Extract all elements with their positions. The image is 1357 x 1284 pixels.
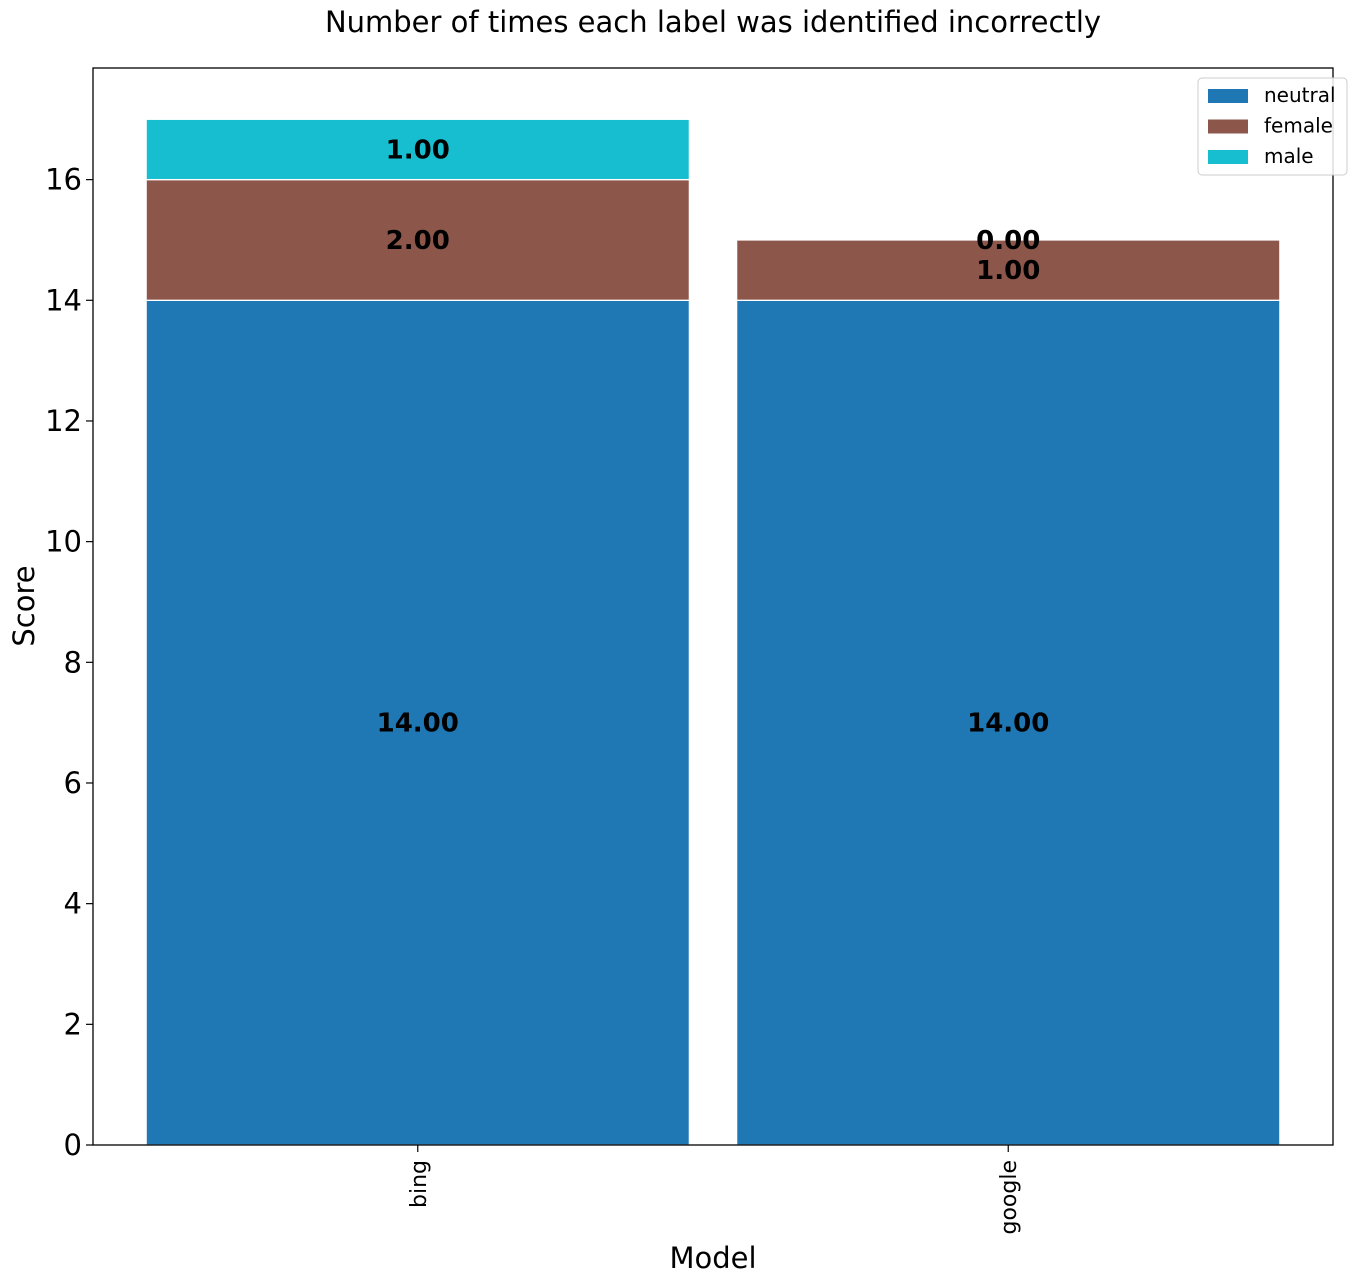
x-tick-label: google <box>997 1160 1022 1235</box>
y-axis: 0 2 4 6 8 10 12 14 16 <box>45 163 93 1162</box>
data-label-male-bing: 1.00 <box>386 135 450 165</box>
bar-segment-female-bing <box>145 178 691 301</box>
y-tick-label: 10 <box>45 525 82 559</box>
y-tick-label: 12 <box>45 404 82 438</box>
y-tick-label: 4 <box>64 887 82 921</box>
bar-segment-female-google <box>735 239 1281 301</box>
y-tick-label: 0 <box>64 1128 82 1162</box>
plot-frame <box>92 67 1334 1146</box>
data-label-male-google: 0.00 <box>976 226 1040 256</box>
legend-label-neutral: neutral <box>1264 83 1336 107</box>
data-label-neutral-bing: 14.00 <box>377 709 459 739</box>
legend-swatch-neutral <box>1208 89 1248 103</box>
y-tick-label: 6 <box>64 766 82 800</box>
legend: neutral female male <box>1197 77 1348 176</box>
y-tick-label: 8 <box>64 645 82 679</box>
x-axis: bing google <box>407 1145 1022 1235</box>
bar-segment-male-bing <box>145 118 691 181</box>
bar-segment-neutral-google <box>735 299 1281 1146</box>
chart-title: Number of times each label was identifie… <box>325 5 1101 39</box>
data-label-female-bing: 2.00 <box>386 226 450 256</box>
legend-swatch-male <box>1208 150 1248 164</box>
legend-label-female: female <box>1264 114 1333 138</box>
bars-layer <box>145 118 1281 1146</box>
y-tick-label: 14 <box>45 283 82 317</box>
data-label-female-google: 1.00 <box>976 256 1040 286</box>
y-tick-label: 16 <box>45 163 82 197</box>
legend-label-male: male <box>1264 144 1314 168</box>
legend-swatch-female <box>1208 119 1248 134</box>
bar-segment-neutral-bing <box>145 299 691 1146</box>
x-axis-label: Model <box>669 1241 756 1275</box>
y-tick-label: 2 <box>64 1007 82 1041</box>
y-axis-label: Score <box>7 565 41 646</box>
x-tick-label: bing <box>407 1160 432 1208</box>
data-label-neutral-google: 14.00 <box>967 709 1049 739</box>
